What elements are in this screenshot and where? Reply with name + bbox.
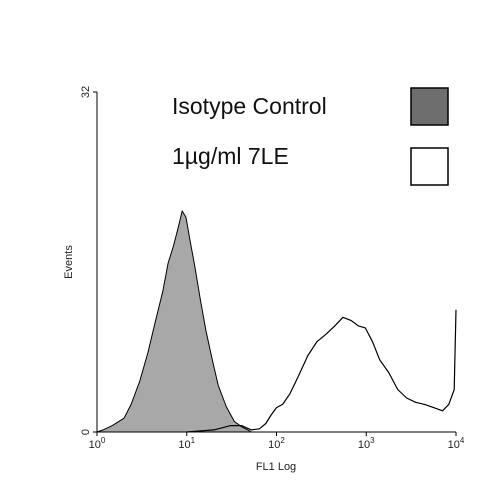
y-axis-label: Events [63,245,75,279]
x-tick-exponent: 3 [370,436,375,445]
x-tick-exponent: 2 [280,436,285,445]
legend-entry-label-1: Isotype Control [172,93,327,119]
x-tick-base: 10 [268,439,280,451]
histogram-isotype-control [96,210,252,433]
x-tick-label: 101 [178,436,195,451]
x-tick-label: 104 [448,436,465,451]
x-tick-label: 100 [89,436,106,451]
x-tick-exponent: 0 [101,436,106,445]
x-tick-label: 103 [358,436,375,451]
y-axis-ticks: 0 32 [80,86,97,435]
legend-swatch-isotype-control [410,87,449,126]
x-tick-exponent: 4 [460,436,465,445]
series-layer [96,210,457,433]
histogram-7le [186,309,457,433]
x-axis-label: FL1 Log [256,461,296,473]
legend-entry-label-2: 1µg/ml 7LE [172,143,289,169]
y-tick-label: 0 [80,429,92,435]
x-tick-label: 102 [268,436,285,451]
legend: Isotype Control 1µg/ml 7LE [172,87,449,186]
x-tick-base: 10 [89,439,101,451]
x-tick-base: 10 [448,439,460,451]
y-tick-label: 32 [80,86,92,98]
x-tick-exponent: 1 [191,436,196,445]
x-axis-ticks: 100 101 102 103 104 [89,432,465,451]
legend-swatch-7le [410,147,449,186]
x-tick-base: 10 [178,439,190,451]
x-tick-base: 10 [358,439,370,451]
